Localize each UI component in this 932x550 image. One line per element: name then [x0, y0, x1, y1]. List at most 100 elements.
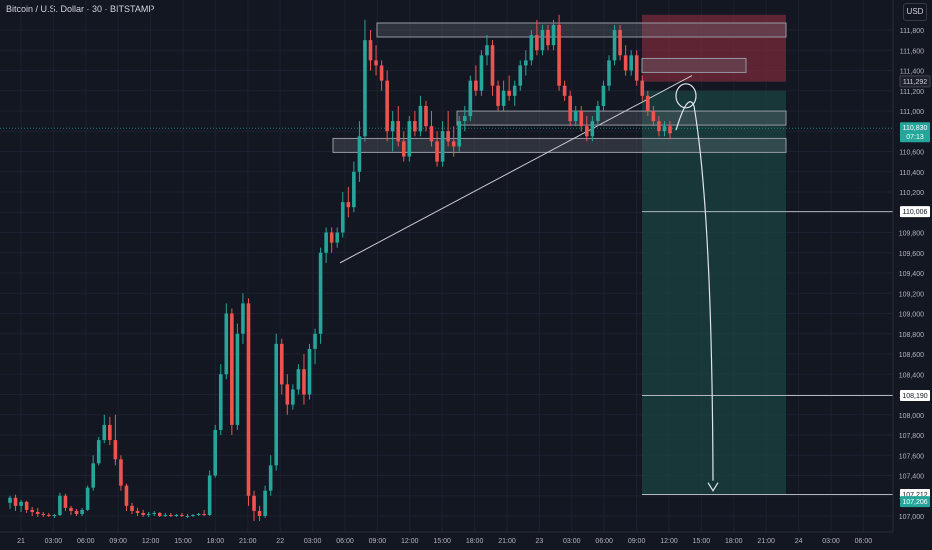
candle-body [596, 105, 600, 122]
candle-body [30, 509, 34, 512]
candle-body [274, 343, 279, 466]
candle-body [501, 90, 506, 106]
level-box [456, 110, 787, 126]
candle-body [374, 60, 378, 66]
candle-body [80, 509, 84, 514]
candle-body [546, 30, 550, 46]
x-tick-label: 18:00 [207, 538, 225, 545]
candle-body [668, 126, 672, 134]
price-labels: 111,292 110,830 07:13 110,006 108,190 107,212… [899, 75, 931, 508]
candle-body [119, 459, 123, 486]
candle-body [35, 511, 40, 514]
candle-body [346, 202, 351, 208]
candle-body [512, 85, 517, 96]
y-tick-label: 107,600 [899, 453, 924, 460]
candle-body [174, 514, 179, 516]
candle-body [52, 514, 57, 516]
candle-body [202, 513, 206, 515]
candle-body [407, 121, 412, 157]
forecast-arrow-layer [675, 83, 719, 492]
candle-body [207, 475, 212, 515]
candle-body [252, 495, 256, 511]
candle-body [169, 514, 173, 516]
x-tick-label: 18:00 [466, 538, 484, 545]
x-tick-label: 03:00 [45, 538, 63, 545]
target-zone [642, 90, 786, 495]
y-tick-label: 111,400 [900, 69, 924, 76]
candle-body [401, 141, 406, 157]
candle-body [585, 126, 589, 137]
currency-button[interactable]: USD [903, 3, 927, 21]
time-axis: 21 03:00 06:00 09:00 12:00 15:00 18:00 21:00 22 0… [0, 531, 893, 545]
level-box [376, 22, 787, 38]
candle-body [352, 171, 356, 208]
price-label-box [900, 122, 930, 143]
x-tick-label: 21:00 [239, 538, 257, 545]
arrowhead [707, 482, 719, 492]
candle-body [185, 516, 190, 517]
candle-body [257, 510, 262, 516]
x-tick-label: 09:00 [109, 538, 127, 545]
candle-body [657, 121, 661, 132]
x-tick-label: 06:00 [77, 538, 95, 545]
trendline [339, 75, 693, 264]
x-tick-label: 06:00 [855, 538, 873, 545]
candle-body [435, 141, 439, 162]
candle-body [496, 85, 500, 106]
candle-body [568, 95, 572, 122]
candle-body [302, 369, 306, 395]
candle-body [446, 131, 450, 142]
candle-body [246, 303, 251, 496]
candle-body [291, 389, 295, 405]
x-tick-label: 06:00 [336, 538, 354, 545]
y-tick-label: 107,400 [899, 474, 924, 481]
candle-body [141, 512, 145, 515]
candle-body [540, 30, 545, 51]
candle-body [662, 126, 667, 132]
candle-body [41, 513, 46, 515]
position-zones [642, 14, 786, 495]
candle-body [634, 55, 639, 81]
x-tick-label: 12:00 [142, 538, 160, 545]
x-tick-label: 15:00 [433, 538, 451, 545]
x-tick-label: 09:00 [369, 538, 387, 545]
candle-body [651, 111, 656, 122]
chart-title: Bitcoin / U.S. Dollar · 30 · BITSTAMP [6, 4, 155, 14]
candle-body [335, 232, 340, 243]
y-tick-label: 109,800 [899, 231, 924, 238]
candle-body [163, 514, 168, 516]
level-box [641, 57, 747, 73]
candle-body [296, 369, 301, 390]
candle-body [318, 252, 323, 334]
candle-body [368, 40, 373, 61]
candle-body [8, 497, 12, 503]
candle-body [440, 131, 445, 162]
candle-body [518, 65, 523, 86]
candle-body [579, 111, 584, 127]
candle-body [85, 487, 90, 510]
candle-body [479, 55, 484, 91]
candle-body [424, 105, 428, 127]
candle-body [340, 202, 345, 233]
candle-body [135, 510, 140, 513]
candle-body [196, 513, 201, 515]
x-tick-label: 21:00 [757, 538, 775, 545]
y-tick-label: 111,200 [900, 89, 924, 96]
candle-body [224, 313, 229, 375]
candle-body [490, 45, 495, 86]
candle-body [529, 35, 534, 61]
candle-body [213, 429, 218, 476]
price-label: 111,292 [903, 79, 927, 86]
candle-body [47, 514, 51, 516]
candle-body [590, 121, 595, 137]
candle-body [451, 141, 456, 147]
x-tick-label: 15:00 [693, 538, 711, 545]
candle-body [157, 512, 162, 516]
y-tick-label: 109,400 [899, 271, 924, 278]
x-tick-label: 21:00 [498, 538, 516, 545]
y-tick-label: 108,000 [899, 413, 924, 420]
y-tick-label: 108,800 [899, 332, 924, 339]
candle-body [124, 485, 129, 506]
forecast-arrow [675, 101, 714, 481]
